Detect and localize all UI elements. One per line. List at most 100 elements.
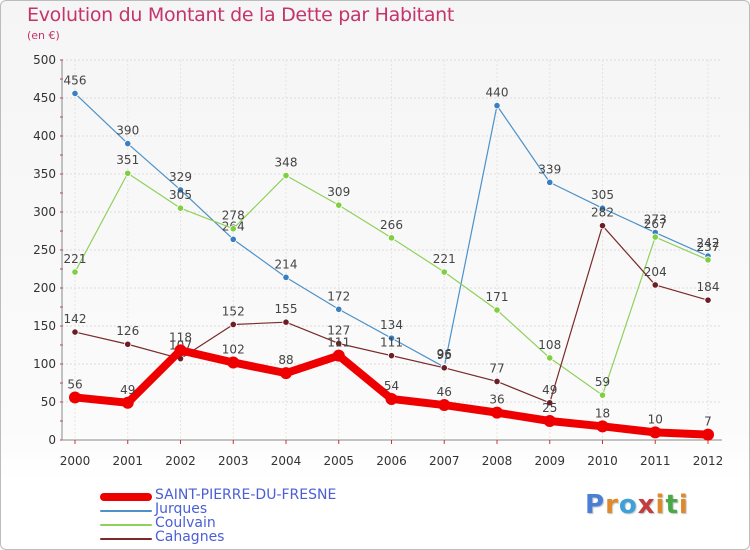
data-point-saint-pierre-du-fresne (543, 415, 556, 427)
x-tick-label: 2003 (218, 454, 249, 468)
legend-swatch (100, 493, 152, 501)
data-label-jurques: 456 (64, 73, 87, 87)
y-tick-label: 300 (33, 205, 56, 219)
data-label-coulvain: 351 (116, 153, 139, 167)
data-point-cahagnes (546, 399, 554, 407)
data-point-cahagnes (493, 377, 501, 386)
legend-label: Coulvain (155, 515, 216, 531)
data-point-saint-pierre-du-fresne (280, 367, 292, 380)
data-label-saint-pierre-du-fresne: 10 (648, 412, 663, 426)
data-label-coulvain: 309 (327, 185, 350, 199)
y-tick-label: 250 (33, 243, 56, 257)
y-tick-label: 0 (48, 433, 56, 447)
data-label-saint-pierre-du-fresne: 36 (489, 393, 504, 407)
data-label-jurques: 305 (591, 188, 614, 202)
data-point-cahagnes (335, 339, 343, 348)
data-label-saint-pierre-du-fresne: 49 (120, 383, 135, 397)
y-tick-label: 200 (33, 281, 56, 295)
data-point-cahagnes (387, 352, 396, 360)
data-point-saint-pierre-du-fresne (121, 396, 134, 409)
data-label-coulvain: 221 (64, 252, 87, 266)
data-point-jurques (387, 334, 396, 342)
data-point-cahagnes (282, 318, 290, 326)
data-label-coulvain: 305 (169, 188, 192, 202)
data-point-saint-pierre-du-fresne (332, 349, 345, 362)
data-label-coulvain: 108 (538, 338, 561, 352)
data-point-coulvain (598, 391, 607, 399)
data-label-cahagnes: 111 (380, 336, 403, 350)
data-point-coulvain (704, 256, 712, 264)
data-label-cahagnes: 282 (591, 206, 614, 220)
data-point-cahagnes (651, 281, 659, 289)
data-point-cahagnes (440, 364, 448, 372)
data-label-cahagnes: 155 (275, 302, 298, 316)
data-point-coulvain (176, 204, 185, 212)
data-label-jurques: 242 (697, 236, 720, 250)
data-label-coulvain: 348 (275, 156, 298, 170)
x-tick-label: 2004 (271, 454, 302, 468)
x-tick-label: 2007 (429, 454, 460, 468)
x-tick-label: 2002 (165, 454, 196, 468)
data-label-jurques: 134 (380, 318, 403, 332)
y-tick-label: 50 (41, 395, 56, 409)
data-point-jurques (71, 89, 79, 98)
x-tick-label: 2006 (376, 454, 407, 468)
data-point-saint-pierre-du-fresne (596, 420, 609, 433)
data-point-coulvain (651, 233, 659, 241)
data-label-cahagnes: 77 (489, 361, 504, 375)
data-label-coulvain: 59 (595, 375, 610, 389)
data-point-cahagnes (704, 296, 712, 304)
data-label-jurques: 96 (437, 347, 452, 361)
data-label-coulvain: 278 (222, 209, 245, 223)
legend-label: Cahagnes (155, 529, 225, 545)
data-point-saint-pierre-du-fresne (385, 392, 398, 405)
data-label-coulvain: 237 (697, 240, 720, 254)
data-point-coulvain (229, 225, 237, 233)
data-point-coulvain (124, 169, 132, 177)
data-label-cahagnes: 126 (116, 324, 139, 338)
data-point-saint-pierre-du-fresne (227, 356, 240, 369)
y-tick-label: 400 (33, 129, 56, 143)
data-label-coulvain: 221 (433, 252, 456, 266)
chart-title: Evolution du Montant de la Dette par Hab… (27, 4, 455, 26)
data-point-coulvain (71, 268, 79, 276)
data-point-saint-pierre-du-fresne (69, 391, 81, 404)
data-label-coulvain: 171 (486, 290, 509, 304)
data-point-jurques (176, 186, 185, 194)
data-point-coulvain (493, 306, 501, 314)
data-label-saint-pierre-du-fresne: 7 (704, 415, 712, 429)
x-tick-label: 2010 (587, 454, 618, 468)
legend-swatch (100, 538, 152, 540)
data-label-saint-pierre-du-fresne: 18 (595, 406, 610, 420)
data-point-jurques (124, 140, 132, 148)
legend-label: SAINT-PIERRE-DU-FRESNE (155, 487, 337, 503)
data-label-saint-pierre-du-fresne: 102 (222, 342, 245, 356)
data-label-cahagnes: 152 (222, 304, 245, 318)
data-label-cahagnes: 49 (542, 383, 557, 397)
proxiti-logo: Proxiti (585, 490, 689, 520)
data-label-coulvain: 267 (644, 217, 667, 231)
legend-label: Jurques (155, 501, 208, 517)
data-label-jurques: 172 (327, 289, 350, 303)
data-label-jurques: 273 (644, 213, 667, 227)
x-tick-label: 2012 (693, 454, 724, 468)
data-label-jurques: 390 (116, 124, 139, 138)
data-point-coulvain (546, 354, 554, 362)
legend-swatch (100, 510, 152, 512)
data-label-cahagnes: 95 (437, 348, 452, 362)
data-label-cahagnes: 204 (644, 265, 667, 279)
chart-subtitle: (en €) (27, 29, 60, 42)
data-label-jurques: 339 (538, 162, 561, 176)
y-tick-label: 150 (33, 319, 56, 333)
data-point-jurques (546, 178, 554, 186)
data-label-jurques: 214 (275, 257, 298, 271)
data-point-cahagnes (598, 222, 607, 230)
data-point-saint-pierre-du-fresne (649, 426, 662, 439)
data-label-jurques: 440 (486, 86, 509, 100)
data-point-jurques (493, 102, 501, 110)
x-tick-label: 2005 (323, 454, 354, 468)
data-label-saint-pierre-du-fresne: 88 (278, 353, 293, 367)
y-tick-label: 100 (33, 357, 56, 371)
